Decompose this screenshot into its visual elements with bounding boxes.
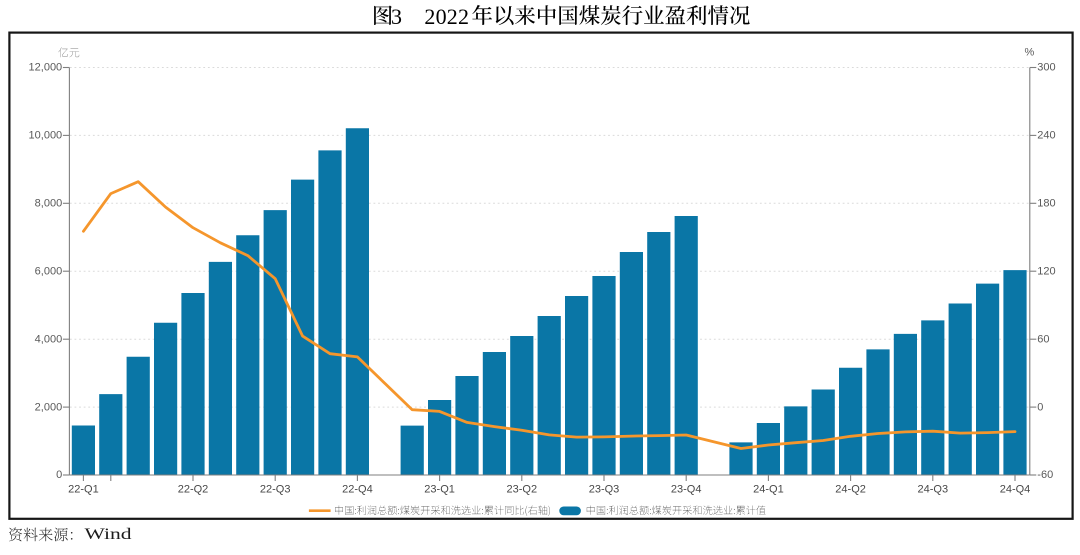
- svg-text:%: %: [1025, 47, 1035, 59]
- svg-text:8,000: 8,000: [35, 198, 63, 210]
- svg-text:23-Q2: 23-Q2: [507, 484, 538, 496]
- svg-text:2022: 2022: [424, 4, 469, 29]
- svg-text:23-Q4: 23-Q4: [671, 484, 702, 496]
- svg-text:22-Q1: 22-Q1: [68, 484, 99, 496]
- svg-text:22-Q3: 22-Q3: [260, 484, 291, 496]
- svg-text:4,000: 4,000: [35, 333, 63, 345]
- svg-text:24-Q2: 24-Q2: [835, 484, 866, 496]
- svg-text:24-Q4: 24-Q4: [1000, 484, 1031, 496]
- svg-text:-60: -60: [1037, 469, 1053, 481]
- svg-text:24-Q1: 24-Q1: [753, 484, 784, 496]
- svg-text:23-Q3: 23-Q3: [589, 484, 620, 496]
- svg-text:0: 0: [1037, 401, 1043, 413]
- svg-text:23-Q1: 23-Q1: [424, 484, 455, 496]
- svg-text:180: 180: [1037, 198, 1055, 210]
- svg-text:22-Q2: 22-Q2: [178, 484, 209, 496]
- svg-text:0: 0: [56, 469, 62, 481]
- svg-text:10,000: 10,000: [29, 130, 63, 142]
- svg-text:Wind: Wind: [85, 526, 132, 543]
- svg-text:2,000: 2,000: [35, 401, 63, 413]
- svg-text:12,000: 12,000: [29, 62, 63, 74]
- svg-text:6,000: 6,000: [35, 265, 63, 277]
- svg-text:3: 3: [391, 4, 402, 29]
- svg-text:300: 300: [1037, 62, 1055, 74]
- svg-text:22-Q4: 22-Q4: [342, 484, 373, 496]
- svg-text:240: 240: [1037, 130, 1055, 142]
- svg-text:120: 120: [1037, 265, 1055, 277]
- svg-text:24-Q3: 24-Q3: [918, 484, 949, 496]
- svg-text:60: 60: [1037, 333, 1049, 345]
